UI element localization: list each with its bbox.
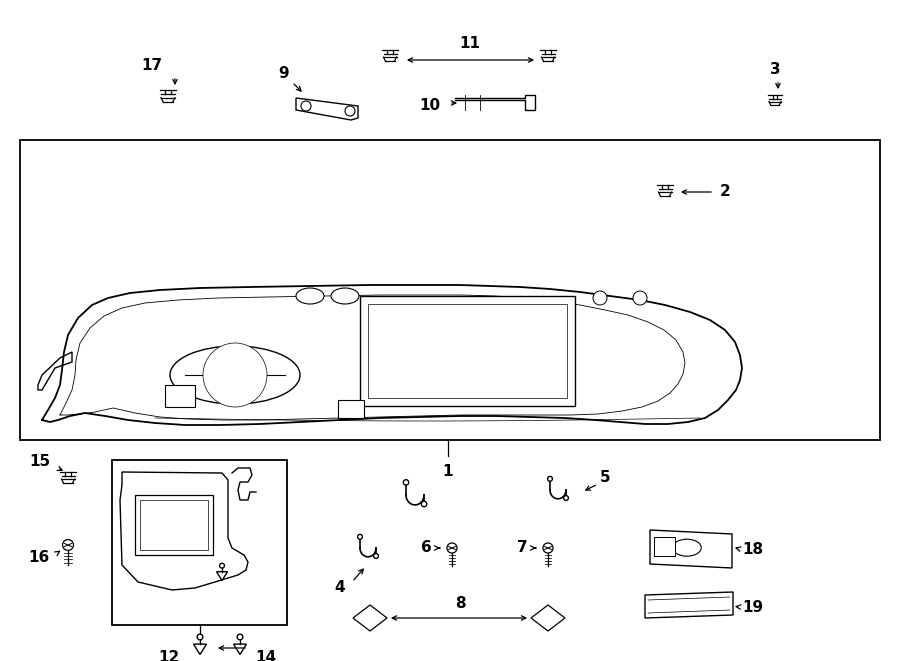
- Text: 12: 12: [158, 650, 180, 661]
- Bar: [135, 495, 213, 555]
- Circle shape: [547, 477, 553, 481]
- Circle shape: [62, 539, 74, 551]
- Text: 17: 17: [141, 58, 163, 73]
- Text: 6: 6: [421, 541, 432, 555]
- Text: 16: 16: [29, 551, 50, 566]
- Text: 13: 13: [179, 568, 200, 582]
- Circle shape: [197, 634, 202, 640]
- Circle shape: [563, 496, 569, 500]
- Text: 2: 2: [720, 184, 731, 200]
- Text: 18: 18: [742, 541, 763, 557]
- Ellipse shape: [331, 288, 359, 304]
- Bar: [654, 537, 675, 555]
- Circle shape: [213, 353, 257, 397]
- Ellipse shape: [672, 539, 701, 556]
- Circle shape: [447, 543, 457, 553]
- Ellipse shape: [170, 346, 300, 404]
- Circle shape: [345, 106, 355, 116]
- Text: 10: 10: [418, 98, 440, 112]
- Text: 1: 1: [443, 464, 454, 479]
- Text: 14: 14: [255, 650, 276, 661]
- Circle shape: [403, 480, 409, 485]
- Circle shape: [357, 534, 363, 539]
- Circle shape: [421, 501, 427, 507]
- Circle shape: [593, 291, 607, 305]
- Bar: [112, 460, 287, 625]
- Text: 4: 4: [335, 580, 345, 596]
- Text: 5: 5: [600, 471, 610, 485]
- Text: 7: 7: [518, 541, 528, 555]
- Circle shape: [220, 563, 224, 568]
- Circle shape: [543, 543, 553, 553]
- Circle shape: [223, 363, 247, 387]
- Circle shape: [633, 291, 647, 305]
- Bar: [20, 140, 880, 440]
- Circle shape: [203, 343, 267, 407]
- Text: 9: 9: [279, 67, 289, 81]
- Bar: [368, 304, 567, 398]
- Text: 11: 11: [460, 36, 481, 50]
- Text: 8: 8: [454, 596, 465, 611]
- Text: 15: 15: [29, 455, 50, 469]
- Circle shape: [374, 554, 378, 559]
- Bar: [360, 296, 575, 406]
- Bar: [165, 385, 195, 407]
- Bar: [338, 400, 364, 418]
- Circle shape: [237, 634, 243, 640]
- Circle shape: [301, 101, 311, 111]
- Bar: [140, 500, 208, 550]
- Ellipse shape: [296, 288, 324, 304]
- Text: 19: 19: [742, 600, 763, 615]
- Text: 3: 3: [770, 63, 780, 77]
